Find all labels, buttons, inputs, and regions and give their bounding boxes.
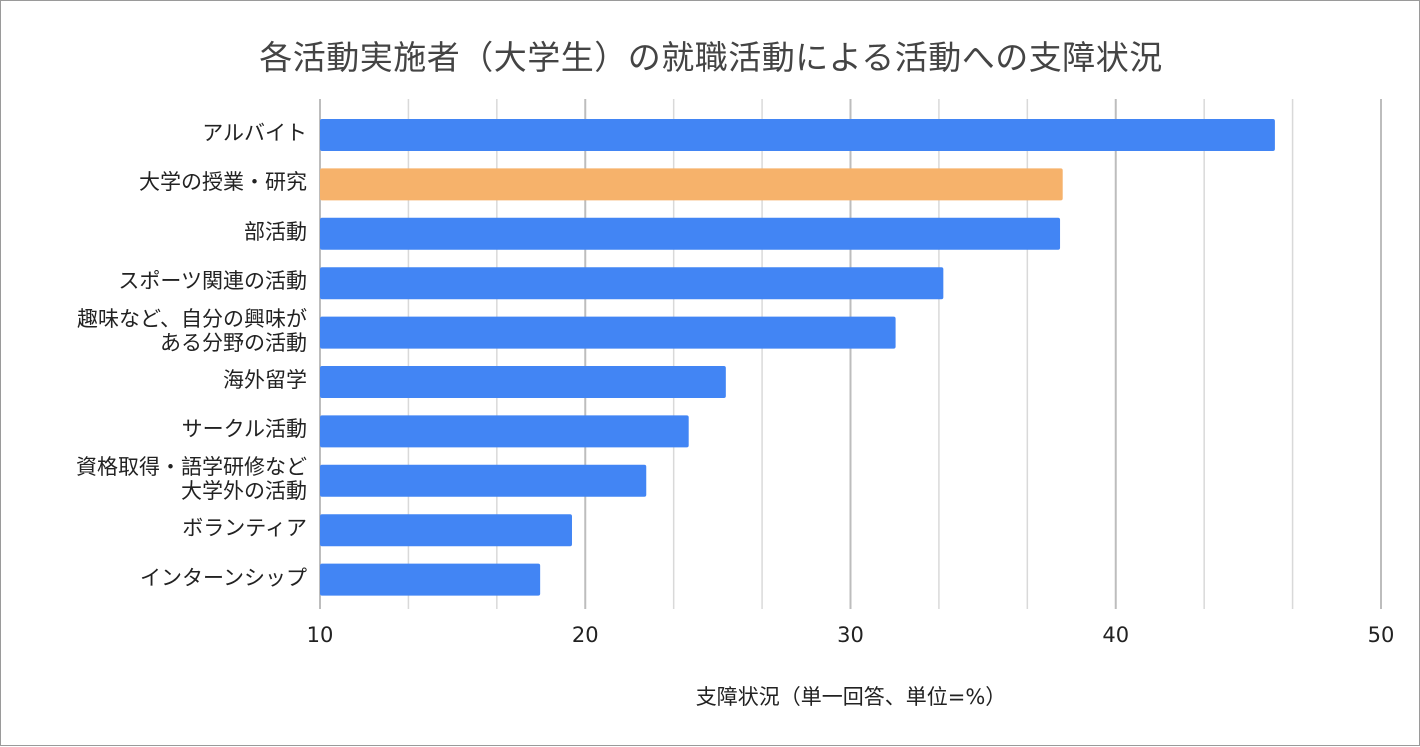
- category-label: インターンシップ: [140, 566, 307, 590]
- category-label: サークル活動: [182, 417, 307, 441]
- x-tick-label: 40: [1102, 623, 1130, 647]
- bar: [320, 464, 647, 497]
- category-label-line: 大学外の活動: [181, 478, 307, 503]
- bar: [320, 168, 1063, 201]
- bar: [320, 563, 541, 596]
- bar: [320, 267, 944, 300]
- category-label-line: 海外留学: [223, 368, 307, 392]
- category-label-line: ボランティア: [182, 516, 307, 541]
- category-label-line: スポーツ関連の活動: [118, 269, 307, 294]
- category-label-line: 大学の授業・研究: [139, 170, 307, 195]
- category-label-line: インターンシップ: [140, 565, 307, 590]
- x-tick-label: 10: [306, 623, 334, 647]
- bar: [320, 514, 572, 547]
- category-label-line: 部活動: [244, 219, 307, 244]
- bar: [320, 415, 689, 448]
- category-label-line: アルバイト: [202, 121, 307, 145]
- category-label: 海外留学: [223, 368, 307, 392]
- category-label: 資格取得・語学研修など 大学外の活動: [76, 455, 307, 503]
- category-label-line: サークル活動: [181, 417, 307, 442]
- bar: [320, 316, 896, 349]
- category-label: アルバイト: [202, 121, 307, 145]
- category-label: スポーツ関連の活動: [118, 269, 307, 293]
- category-label: 部活動: [244, 220, 307, 244]
- x-tick-label: 30: [837, 623, 864, 647]
- chart-title: 各活動実施者（大学生）の就職活動による活動への支障状況: [259, 38, 1163, 77]
- bar: [320, 119, 1275, 151]
- x-tick-label: 20: [571, 623, 599, 647]
- category-label: 大学の授業・研究: [139, 170, 307, 194]
- x-tick-label: 50: [1367, 623, 1395, 647]
- category-label-line: ある分野の活動: [160, 330, 307, 355]
- x-axis-title: 支障状況（単一回答、単位=%）: [695, 685, 1007, 709]
- bar: [320, 217, 1061, 250]
- category-label-line: 資格取得・語学研修など: [76, 454, 307, 479]
- category-label-line: 趣味など、自分の興味が: [77, 306, 307, 331]
- category-label: 趣味など、自分の興味が ある分野の活動: [77, 307, 307, 355]
- category-label: ボランティア: [182, 516, 307, 540]
- bar: [320, 366, 726, 398]
